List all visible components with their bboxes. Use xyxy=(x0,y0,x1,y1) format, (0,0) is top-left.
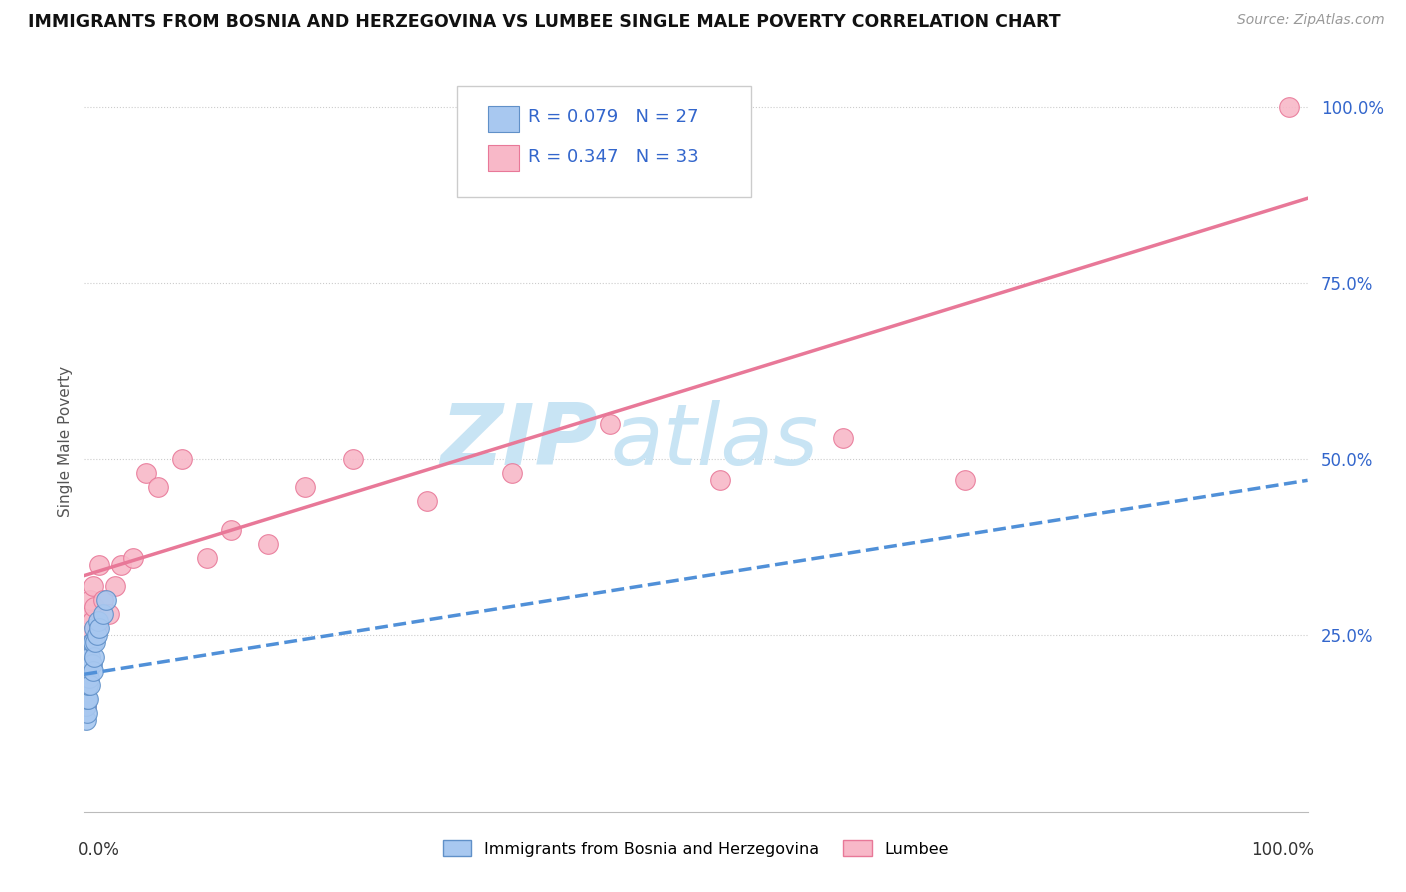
Point xyxy=(502,467,524,481)
Point xyxy=(77,642,100,657)
Text: 0.0%: 0.0% xyxy=(79,841,120,859)
Point xyxy=(75,698,97,713)
Point xyxy=(342,452,364,467)
Legend: Immigrants from Bosnia and Herzegovina, Lumbee: Immigrants from Bosnia and Herzegovina, … xyxy=(436,834,956,863)
Point xyxy=(219,523,242,537)
Point xyxy=(146,480,169,494)
Point xyxy=(80,657,103,671)
FancyBboxPatch shape xyxy=(457,87,751,197)
Point xyxy=(77,692,100,706)
Bar xyxy=(488,106,519,132)
Text: IMMIGRANTS FROM BOSNIA AND HERZEGOVINA VS LUMBEE SINGLE MALE POVERTY CORRELATION: IMMIGRANTS FROM BOSNIA AND HERZEGOVINA V… xyxy=(28,13,1060,31)
Point xyxy=(76,649,98,664)
Point xyxy=(76,664,98,678)
Text: R = 0.347   N = 33: R = 0.347 N = 33 xyxy=(529,147,699,166)
Point xyxy=(195,550,218,565)
Point xyxy=(79,678,101,692)
Point xyxy=(135,467,157,481)
Point xyxy=(75,698,97,713)
Text: atlas: atlas xyxy=(610,400,818,483)
Point xyxy=(97,607,120,622)
Point xyxy=(82,579,104,593)
Point xyxy=(104,579,127,593)
Point xyxy=(79,649,101,664)
Point xyxy=(91,607,114,622)
Point xyxy=(709,473,731,487)
Point xyxy=(82,635,104,649)
Point xyxy=(77,657,100,671)
Point xyxy=(77,642,100,657)
Text: R = 0.079   N = 27: R = 0.079 N = 27 xyxy=(529,108,699,127)
Point xyxy=(77,678,100,692)
Point xyxy=(76,678,98,692)
Point xyxy=(172,452,194,467)
Point xyxy=(80,615,103,629)
Point xyxy=(75,713,97,727)
Point xyxy=(831,431,853,445)
Point xyxy=(77,664,100,678)
Point xyxy=(83,621,105,635)
Point xyxy=(96,593,118,607)
Point xyxy=(110,558,132,572)
Text: ZIP: ZIP xyxy=(440,400,598,483)
Point xyxy=(80,635,103,649)
Point xyxy=(599,417,621,431)
Point xyxy=(416,494,439,508)
Y-axis label: Single Male Poverty: Single Male Poverty xyxy=(58,366,73,517)
Bar xyxy=(488,145,519,171)
Point xyxy=(76,678,98,692)
Point xyxy=(294,480,316,494)
Point xyxy=(83,600,105,615)
Point xyxy=(77,671,100,685)
Point xyxy=(257,537,280,551)
Point xyxy=(87,615,110,629)
Point xyxy=(86,628,108,642)
Point xyxy=(84,635,107,649)
Point xyxy=(75,685,97,699)
Point xyxy=(76,692,98,706)
Point xyxy=(87,558,110,572)
Point xyxy=(953,473,976,487)
Point xyxy=(91,593,114,607)
Point xyxy=(77,607,100,622)
Point xyxy=(82,664,104,678)
Point xyxy=(77,649,100,664)
Point xyxy=(122,550,145,565)
Text: Source: ZipAtlas.com: Source: ZipAtlas.com xyxy=(1237,13,1385,28)
Point xyxy=(79,593,101,607)
Point xyxy=(83,649,105,664)
Point xyxy=(1278,100,1301,114)
Point xyxy=(86,621,108,635)
Point xyxy=(87,621,110,635)
Point xyxy=(76,706,98,720)
Text: 100.0%: 100.0% xyxy=(1251,841,1313,859)
Point xyxy=(79,628,101,642)
